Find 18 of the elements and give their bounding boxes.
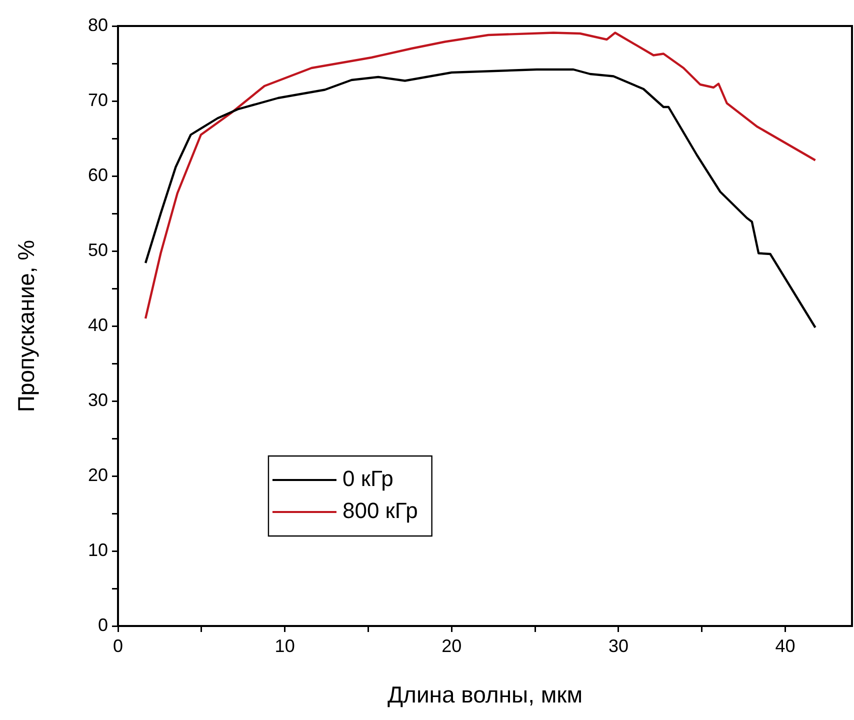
y-tick-label: 30 [88,390,108,410]
y-tick-label: 60 [88,164,108,185]
x-tick-label: 0 [112,636,124,656]
y-tick-label: 40 [88,314,108,335]
legend-label: 0 кГр [342,466,394,492]
y-tick-label: 80 [88,14,108,35]
legend-label: 800 кГр [342,498,418,524]
x-tick-label: 20 [442,636,462,656]
x-tick-label: 30 [608,636,628,656]
y-tick-label: 10 [88,540,108,560]
x-tick-label: 10 [274,636,295,656]
y-tick-label: 20 [88,464,108,485]
y-axis-title: Пропускание, % [13,240,40,412]
y-tick-label: 0 [98,614,108,635]
y-tick-label: 70 [88,90,108,110]
x-axis-title: Длина волны, мкм [387,682,583,708]
y-tick-label: 50 [88,240,108,260]
x-tick-label: 40 [775,636,796,656]
